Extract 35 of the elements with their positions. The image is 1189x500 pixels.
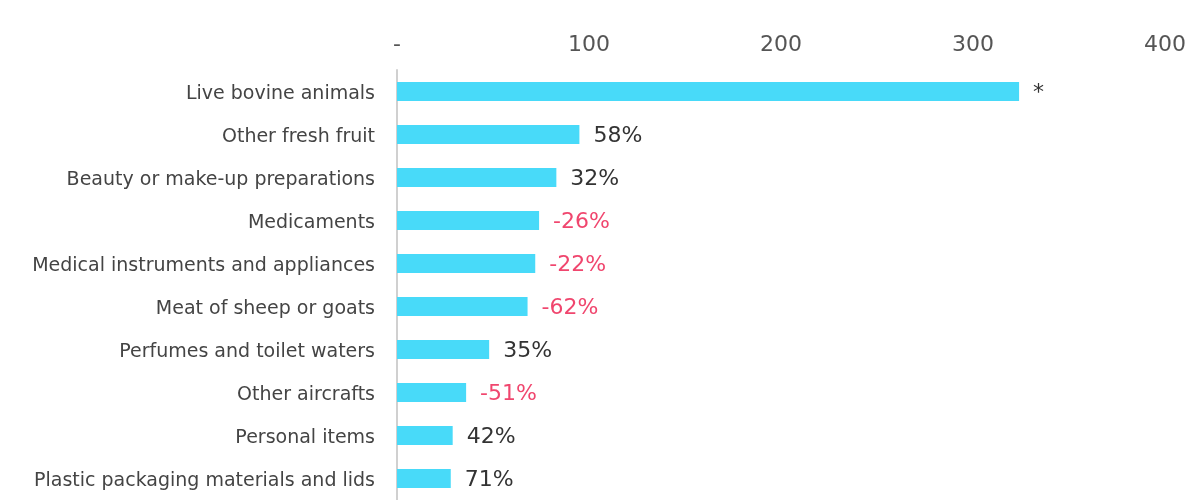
annotation: -62% — [541, 294, 599, 319]
x-tick-label: - — [393, 30, 401, 56]
y-tick-label: Beauty or make-up preparations — [66, 166, 375, 189]
annotation: * — [1033, 79, 1045, 104]
annotation: 71% — [464, 466, 514, 491]
y-tick-label: Medicaments — [247, 209, 375, 232]
x-tick-label: 200 — [760, 30, 802, 56]
annotation: 32% — [570, 165, 620, 190]
bar — [397, 125, 580, 144]
bar — [397, 340, 490, 359]
y-tick-label: Perfumes and toilet waters — [119, 338, 375, 361]
x-tick-label: 400 — [1144, 30, 1186, 56]
bar — [397, 168, 557, 187]
y-tick-label: Meat of sheep or goats — [155, 295, 375, 318]
annotation: -22% — [549, 251, 607, 276]
bar — [397, 211, 540, 230]
bar — [397, 469, 451, 488]
bar — [397, 297, 528, 316]
y-tick-label: Personal items — [235, 424, 375, 447]
y-tick-label: Other fresh fruit — [221, 123, 375, 146]
annotation: 42% — [466, 423, 516, 448]
y-tick-label: Plastic packaging materials and lids — [34, 467, 375, 490]
annotation: -51% — [480, 380, 537, 405]
annotation: 35% — [503, 337, 553, 362]
x-tick-label: 100 — [568, 30, 610, 56]
y-tick-label: Medical instruments and appliances — [32, 252, 375, 275]
bar — [397, 254, 536, 273]
bar — [397, 426, 453, 445]
x-tick-label: 300 — [952, 30, 994, 56]
y-tick-label: Live bovine animals — [185, 80, 375, 103]
annotation: -26% — [553, 208, 610, 233]
annotation: 58% — [593, 122, 643, 147]
bar — [397, 383, 467, 402]
bar — [397, 82, 1020, 101]
y-tick-label: Other aircrafts — [237, 381, 375, 404]
